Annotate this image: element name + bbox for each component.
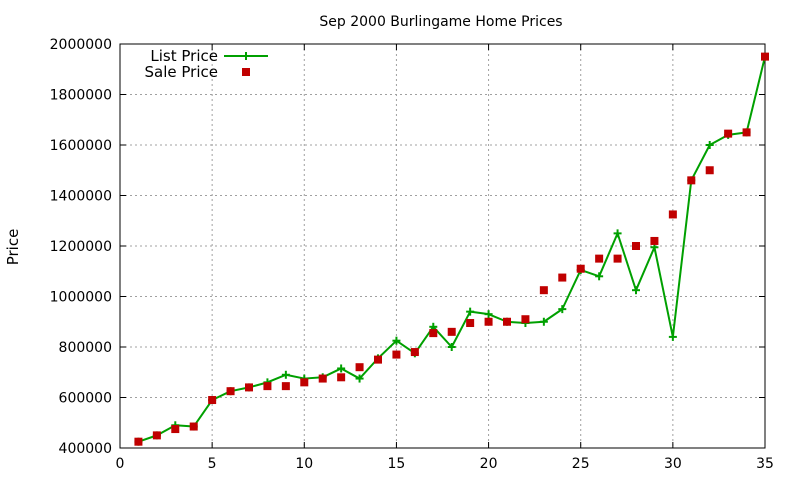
y-tick-label: 1000000 [50,290,112,306]
data-point-list-price [558,305,567,314]
y-tick-label: 1200000 [50,239,112,255]
y-tick-label: 2000000 [50,37,112,53]
axis-ticks: 0 5 10 15 20 25 30 35 400000 600000 800000 1000000 1… [50,37,774,472]
data-point-sale-price [374,355,382,364]
data-point-list-price [668,332,677,341]
series-line-list-price [138,56,766,443]
data-point-sale-price [484,317,493,326]
data-point-sale-price [576,264,585,273]
y-tick-label: 800000 [59,340,112,356]
chart-title: Sep 2000 Burlingame Home Prices [319,14,562,30]
y-tick-label: 1800000 [50,88,112,104]
data-point-list-price [613,229,622,238]
data-point-sale-price [226,387,235,396]
data-point-sale-price [447,327,456,336]
data-point-sale-price [429,329,438,338]
series-sale-price [134,52,769,446]
data-point-list-price [466,307,475,316]
data-point-sale-price [539,286,548,295]
legend-marker-list-price [242,52,250,60]
data-point-sale-price [613,254,622,263]
data-point-sale-price [337,373,346,382]
data-point-sale-price [171,425,180,434]
data-point-sale-price [503,317,511,326]
x-tick-label: 10 [295,456,313,472]
y-tick-label: 600000 [59,391,112,407]
y-tick-label: 400000 [59,441,112,457]
data-point-sale-price [466,319,475,328]
data-point-list-price [337,364,346,373]
series-list-price [134,52,769,446]
legend: List Price Sale Price [145,47,268,81]
data-point-sale-price [134,437,143,446]
data-point-sale-price [300,378,309,387]
data-point-list-price [539,317,548,326]
data-point-sale-price [152,431,161,440]
data-point-sale-price [245,383,253,392]
y-tick-label: 1400000 [50,189,112,205]
x-tick-label: 35 [756,456,774,472]
data-point-sale-price [650,236,659,245]
x-tick-label: 30 [664,456,682,472]
data-point-sale-price [392,350,401,359]
x-tick-label: 15 [388,456,406,472]
data-point-sale-price [521,315,530,324]
data-point-sale-price [263,382,272,391]
data-point-list-price [484,310,493,319]
data-point-sale-price [742,128,751,137]
data-point-sale-price [761,52,769,61]
data-point-sale-price [687,176,696,185]
data-point-sale-price [355,363,364,372]
data-point-sale-price [189,422,198,431]
x-tick-label: 5 [208,456,217,472]
legend-marker-sale-price [242,68,250,76]
data-point-sale-price [724,129,733,138]
legend-label-list-price: List Price [150,47,218,65]
data-point-sale-price [281,382,290,391]
data-point-sale-price [318,374,327,383]
data-point-list-price [595,272,604,281]
y-tick-label: 1600000 [50,138,112,154]
data-point-list-price [447,343,456,351]
data-point-list-price [705,141,714,149]
data-point-list-price [632,286,640,295]
data-point-sale-price [208,396,217,405]
data-point-sale-price [595,254,604,263]
grid [120,44,765,448]
x-tick-label: 0 [116,456,125,472]
y-axis-label: Price [4,229,22,266]
data-point-list-price [355,374,364,383]
x-tick-label: 20 [480,456,498,472]
data-point-sale-price [558,273,567,282]
data-point-sale-price [705,166,714,175]
data-point-sale-price [410,348,419,357]
series-layer [134,52,769,446]
data-point-list-price [392,336,401,345]
data-point-list-price [281,370,290,379]
data-point-sale-price [668,210,677,219]
x-tick-label: 25 [572,456,590,472]
legend-label-sale-price: Sale Price [145,63,218,81]
data-point-sale-price [632,242,640,250]
